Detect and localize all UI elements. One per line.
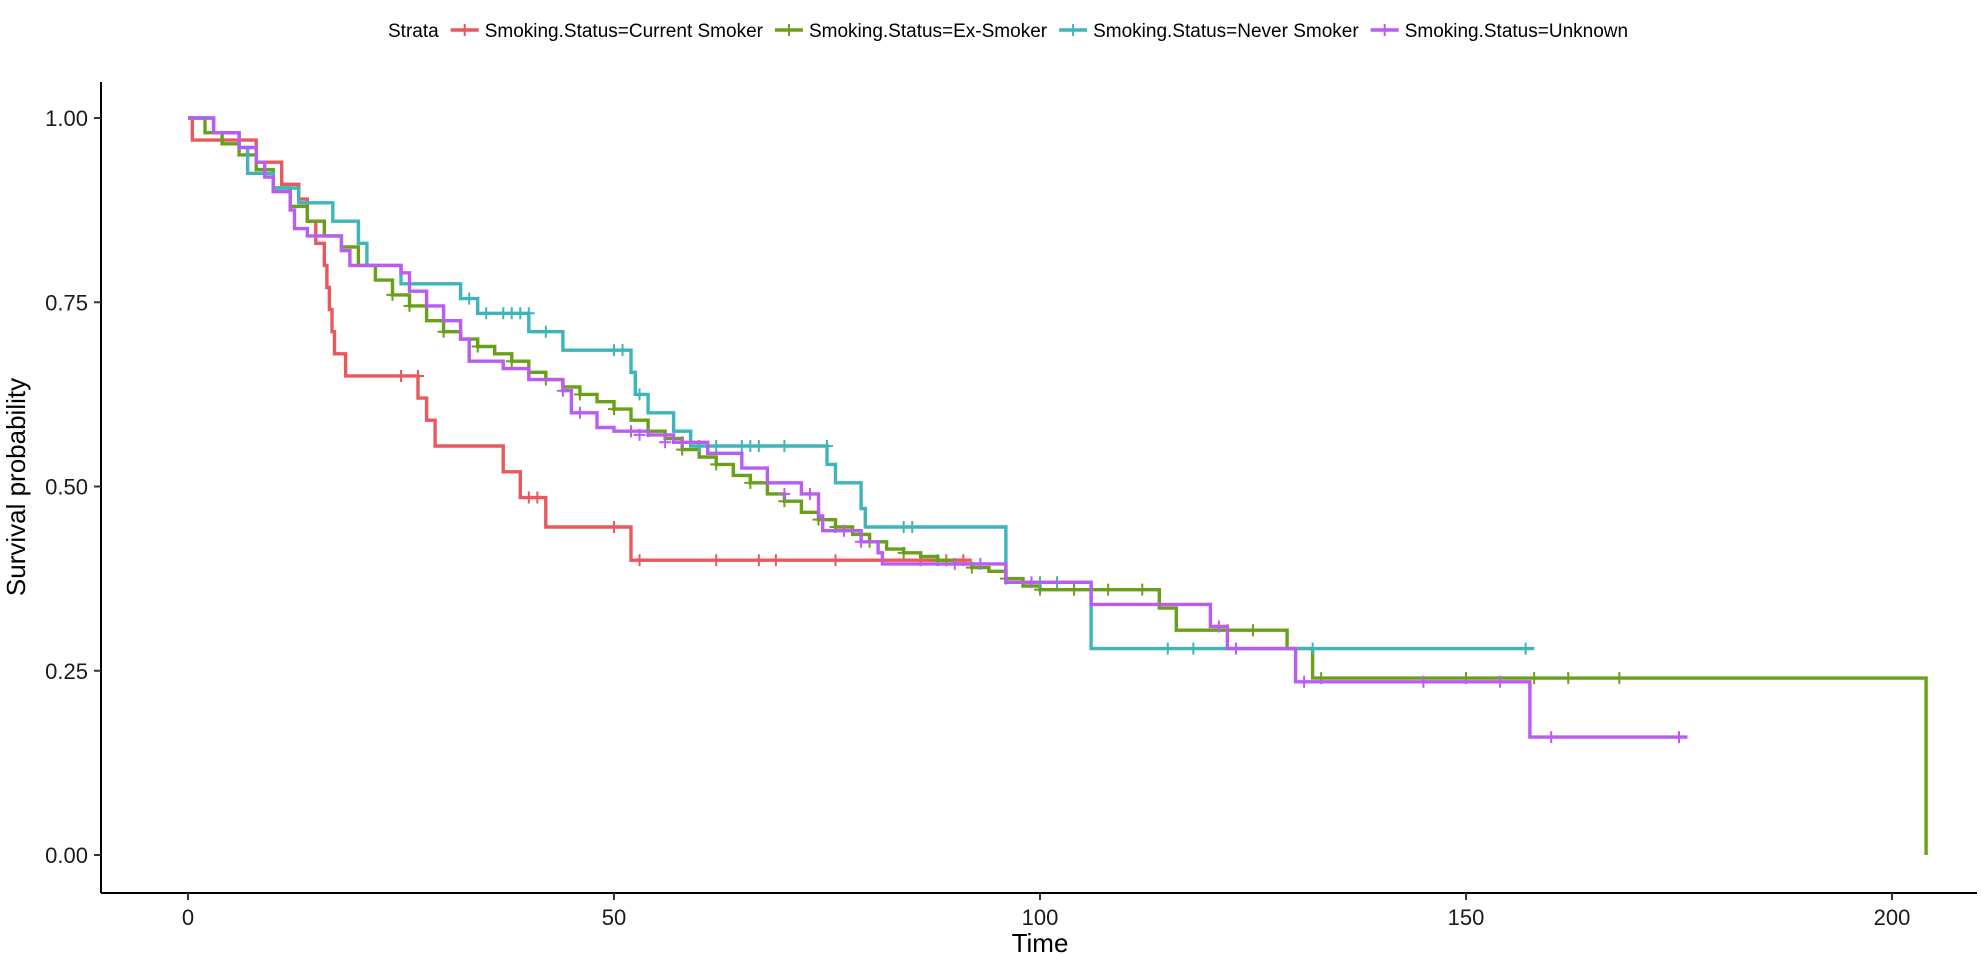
- x-tick-label: 100: [1022, 905, 1059, 930]
- censor-mark: [1562, 672, 1575, 685]
- censor-mark: [633, 428, 646, 441]
- censor-mark: [1247, 624, 1259, 637]
- censor-mark: [855, 535, 868, 548]
- censor-mark: [633, 388, 646, 401]
- censor-mark: [1417, 675, 1430, 688]
- censor-mark: [1136, 583, 1149, 596]
- censor-mark: [752, 439, 765, 452]
- censor-mark: [1102, 583, 1115, 596]
- x-tick-label: 0: [182, 905, 194, 930]
- plot-area: [188, 116, 1928, 855]
- censor-mark: [803, 487, 816, 500]
- censor-mark: [412, 369, 425, 382]
- censor-mark: [1229, 642, 1242, 655]
- censor-mark: [710, 458, 723, 471]
- censor-mark: [769, 554, 782, 567]
- censor-mark: [710, 554, 723, 567]
- series-4: [188, 116, 1688, 744]
- censor-mark: [1673, 731, 1685, 744]
- legend-item: Smoking.Status=Never Smoker: [1059, 21, 1359, 42]
- censor-mark: [1306, 642, 1319, 655]
- censor-mark: [1545, 731, 1558, 744]
- censor-mark: [710, 439, 723, 452]
- censor-mark: [437, 325, 450, 338]
- legend-label: Smoking.Status=Current Smoker: [485, 21, 764, 42]
- x-tick-label: 200: [1874, 905, 1911, 930]
- censor-mark: [403, 299, 416, 312]
- censor-mark: [659, 436, 672, 449]
- censor-mark: [1528, 672, 1541, 685]
- censor-mark: [556, 384, 569, 397]
- y-tick-label: 0.00: [45, 843, 88, 868]
- censor-mark: [625, 425, 638, 438]
- censor-mark: [676, 436, 689, 449]
- censor-mark: [386, 288, 399, 301]
- censor-mark: [539, 325, 552, 338]
- censor-mark: [1494, 675, 1507, 688]
- survival-curve: [188, 116, 1688, 739]
- survival-curve: [188, 116, 1535, 651]
- legend-label: Smoking.Status=Ex-Smoker: [809, 21, 1048, 42]
- y-ticks: 0.00 0.25 0.50 0.75 1.00: [45, 106, 101, 868]
- legend-title: Strata: [388, 21, 439, 42]
- censor-mark: [948, 557, 961, 570]
- series-3: [188, 116, 1535, 655]
- censor-mark: [471, 340, 484, 353]
- legend-label: Smoking.Status=Unknown: [1405, 21, 1628, 42]
- censor-mark: [897, 546, 910, 559]
- censor-mark: [395, 369, 407, 382]
- censor-mark: [778, 439, 791, 452]
- legend-label: Smoking.Status=Never Smoker: [1093, 21, 1359, 42]
- censor-mark: [1025, 576, 1038, 589]
- censor-mark: [1161, 642, 1174, 655]
- survival-curve: [188, 116, 1928, 855]
- x-axis-title: Time: [1012, 928, 1069, 958]
- series-2: [188, 116, 1928, 855]
- legend: Strata Smoking.Status=Current Smoker Smok…: [388, 21, 1628, 42]
- censor-mark: [463, 292, 476, 305]
- censor-mark: [573, 388, 586, 401]
- axes: [100, 82, 1977, 894]
- censor-mark: [821, 439, 833, 452]
- censor-mark: [522, 307, 535, 320]
- censor-mark: [974, 557, 987, 570]
- censor-mark: [1613, 672, 1626, 685]
- y-tick-label: 1.00: [45, 106, 88, 131]
- legend-item: Smoking.Status=Ex-Smoker: [774, 21, 1048, 42]
- censor-mark: [829, 554, 842, 567]
- censor-mark: [573, 406, 586, 419]
- x-tick-label: 50: [602, 905, 626, 930]
- censor-mark: [616, 344, 629, 357]
- censor-mark: [608, 521, 620, 534]
- censor-mark: [1068, 583, 1081, 596]
- censor-mark: [744, 476, 757, 489]
- censor-mark: [1519, 642, 1532, 655]
- censor-mark: [1212, 620, 1225, 633]
- y-axis-title: Survival probability: [1, 378, 31, 596]
- censor-mark: [1187, 642, 1200, 655]
- censor-mark: [778, 487, 791, 500]
- censor-mark: [531, 491, 544, 504]
- censor-mark: [633, 554, 646, 567]
- y-tick-label: 0.75: [45, 290, 88, 315]
- series-1: [188, 116, 972, 567]
- survival-curve: [188, 116, 972, 562]
- legend-item: Smoking.Status=Current Smoker: [450, 21, 764, 42]
- y-tick-label: 0.25: [45, 659, 88, 684]
- censor-mark: [505, 355, 518, 368]
- censor-mark: [608, 403, 620, 416]
- censor-mark: [1298, 675, 1311, 688]
- censor-mark: [480, 307, 493, 320]
- x-tick-label: 150: [1448, 905, 1485, 930]
- censor-mark: [838, 524, 851, 537]
- censor-mark: [906, 521, 919, 534]
- y-tick-label: 0.50: [45, 475, 88, 500]
- x-ticks: 0 50 100 150 200: [182, 893, 1910, 930]
- censor-mark: [752, 554, 765, 567]
- legend-item: Smoking.Status=Unknown: [1370, 21, 1628, 42]
